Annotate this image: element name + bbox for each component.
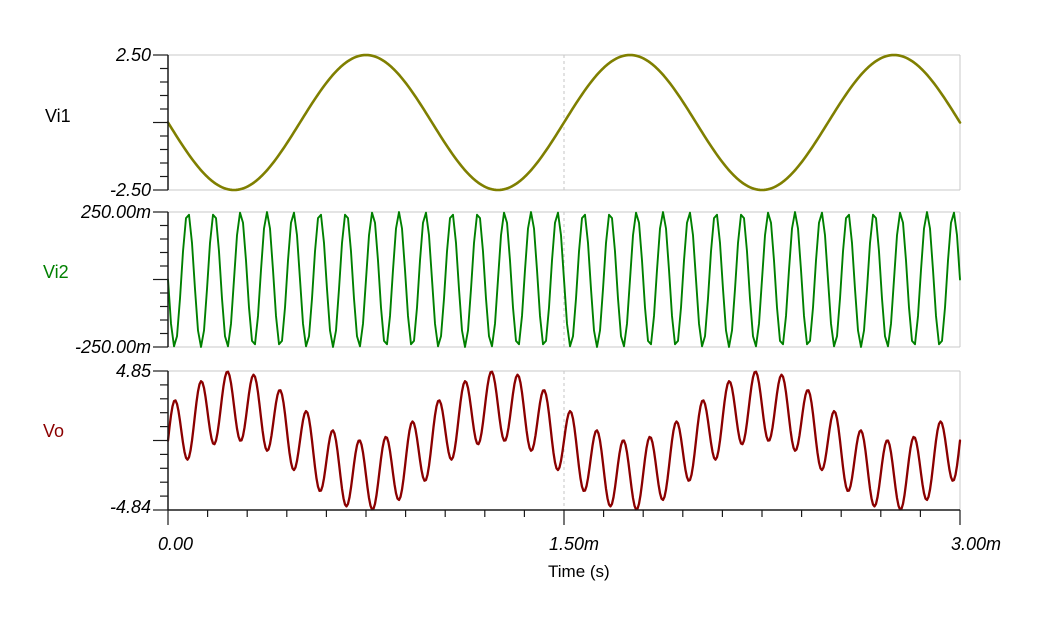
xtick-mid-label: 1.50m — [549, 534, 599, 554]
vi1-ytick-max-label: 2.50 — [115, 45, 151, 65]
axes-ticks-layer — [153, 54, 961, 525]
vo-waveform — [166, 370, 962, 511]
vi2-waveform — [167, 211, 961, 348]
vo-signal-label: Vo — [43, 421, 64, 441]
vi1-ytick-min-label: -2.50 — [110, 180, 151, 200]
text-labels-layer: 2.50 -2.50 250.00m -250.00m 4.85 -4.84 V… — [43, 45, 1001, 581]
xtick-0-label: 0.00 — [158, 534, 193, 554]
vi2-signal-label: Vi2 — [43, 262, 69, 282]
vi1-signal-label: Vi1 — [45, 106, 71, 126]
curves-layer — [166, 53, 962, 511]
vi2-ytick-max-label: 250.00m — [80, 202, 151, 222]
vi1-waveform — [166, 53, 962, 192]
x-axis-title: Time (s) — [548, 562, 610, 581]
vi2-ytick-min-label: -250.00m — [75, 337, 151, 357]
vo-ytick-min-label: -4.84 — [110, 497, 151, 517]
vo-ytick-max-label: 4.85 — [116, 361, 152, 381]
xtick-end-label: 3.00m — [951, 534, 1001, 554]
